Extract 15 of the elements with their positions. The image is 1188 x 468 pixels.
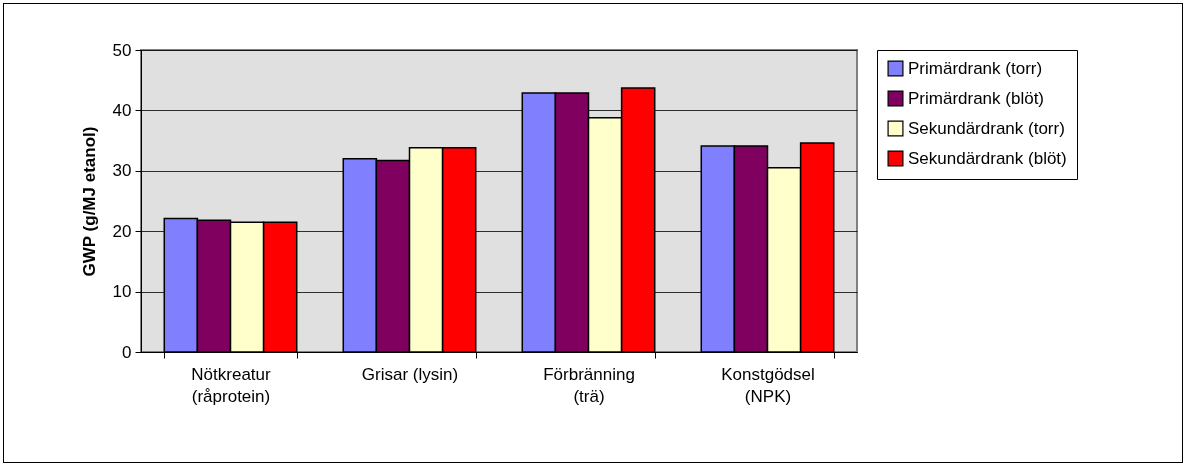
y-tick-label: 10 xyxy=(112,282,132,302)
x-tick-label: Grisar (lysin) xyxy=(361,364,459,384)
y-axis-title: GWP (g/MJ etanol) xyxy=(79,126,99,277)
x-tick-label: Nötkreatur (råprotein) xyxy=(191,364,272,406)
y-tick-label: 20 xyxy=(112,221,132,241)
y-tick-label: 40 xyxy=(112,100,132,120)
x-tick-label: Konstgödsel (NPK) xyxy=(721,364,815,406)
legend-label: Primärdrank (blöt) xyxy=(908,88,1045,108)
legend-label: Primärdrank (torr) xyxy=(908,58,1043,78)
y-tick-label: 50 xyxy=(112,40,132,60)
legend-label: Sekundärdrank (blöt) xyxy=(908,148,1067,168)
y-tick-label: 30 xyxy=(112,161,132,181)
legend-label: Sekundärdrank (torr) xyxy=(908,118,1065,138)
y-tick-label: 0 xyxy=(122,342,132,362)
x-tick-label: Förbränning (trä) xyxy=(543,364,635,406)
